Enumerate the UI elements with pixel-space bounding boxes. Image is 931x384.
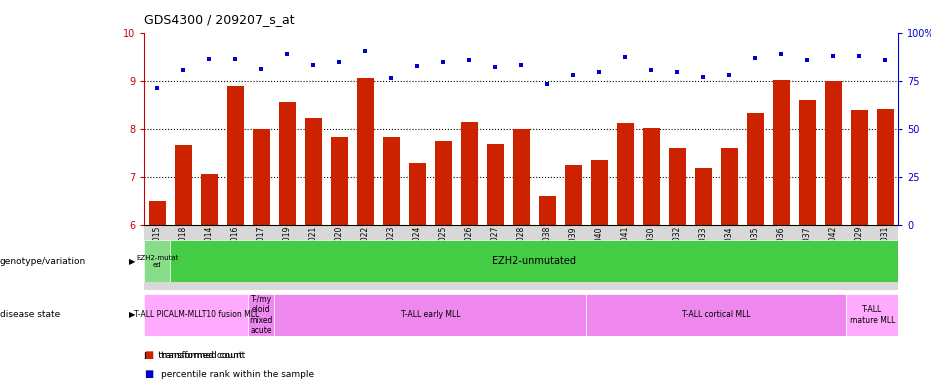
Bar — [643, 128, 660, 225]
Bar — [799, 100, 816, 225]
Text: genotype/variation: genotype/variation — [0, 257, 87, 266]
Bar — [144, 240, 170, 282]
Bar — [279, 102, 296, 225]
Text: ■: ■ — [144, 350, 154, 360]
Bar — [669, 148, 686, 225]
Bar — [275, 294, 587, 336]
Point — [618, 54, 633, 60]
Point — [150, 85, 165, 91]
Bar — [383, 137, 399, 225]
Point — [331, 60, 346, 66]
Text: T-ALL cortical MLL: T-ALL cortical MLL — [682, 310, 750, 319]
Point — [540, 81, 555, 88]
Point — [384, 75, 398, 81]
Point — [228, 56, 243, 62]
Bar — [695, 168, 712, 225]
Point — [592, 69, 607, 75]
Point — [254, 66, 269, 72]
Point — [748, 55, 762, 61]
Point — [176, 67, 191, 73]
Bar — [253, 129, 270, 225]
Point — [436, 60, 451, 66]
Point — [488, 64, 503, 70]
Text: T-ALL early MLL: T-ALL early MLL — [400, 310, 460, 319]
Bar — [846, 294, 898, 336]
Point — [202, 56, 217, 62]
Text: ■  transformed count: ■ transformed count — [144, 351, 243, 360]
Point — [280, 51, 295, 57]
Bar — [149, 201, 166, 225]
Text: T-ALL PICALM-MLLT10 fusion MLL: T-ALL PICALM-MLLT10 fusion MLL — [134, 310, 259, 319]
Point — [566, 72, 581, 78]
Bar — [409, 163, 425, 225]
Bar — [851, 111, 868, 225]
Bar — [591, 160, 608, 225]
Bar — [513, 129, 530, 225]
Bar — [249, 294, 275, 336]
Bar — [227, 86, 244, 225]
Bar — [539, 196, 556, 225]
Point — [514, 62, 529, 68]
Text: EZH2-unmutated: EZH2-unmutated — [492, 256, 576, 266]
Bar — [877, 109, 894, 225]
Bar — [170, 240, 898, 282]
Bar — [331, 137, 348, 225]
Text: T-ALL
mature MLL: T-ALL mature MLL — [850, 305, 895, 324]
Bar — [487, 144, 504, 225]
Text: transformed count: transformed count — [161, 351, 245, 360]
Point — [670, 69, 685, 75]
Text: T-/my
eloid
mixed
acute: T-/my eloid mixed acute — [250, 295, 273, 335]
Point — [358, 48, 372, 54]
Point — [644, 67, 659, 73]
Text: ■: ■ — [144, 369, 154, 379]
Bar — [175, 146, 192, 225]
Bar — [587, 294, 846, 336]
Text: ▶: ▶ — [128, 257, 135, 266]
Bar — [617, 123, 634, 225]
Point — [852, 53, 867, 59]
Bar — [461, 122, 478, 225]
Point — [800, 58, 815, 64]
Bar — [201, 174, 218, 225]
Point — [462, 58, 477, 64]
Point — [306, 62, 321, 68]
Point — [826, 53, 841, 59]
Point — [696, 74, 711, 80]
Text: EZH2-mutat
ed: EZH2-mutat ed — [136, 255, 179, 268]
Bar — [304, 118, 322, 225]
Bar — [721, 148, 738, 225]
Text: percentile rank within the sample: percentile rank within the sample — [161, 370, 314, 379]
Bar — [144, 294, 249, 336]
Bar — [565, 165, 582, 225]
Bar — [773, 80, 789, 225]
Bar — [435, 141, 452, 225]
Point — [774, 51, 789, 57]
Bar — [825, 81, 842, 225]
Text: disease state: disease state — [0, 310, 61, 319]
Bar — [747, 113, 763, 225]
Text: GDS4300 / 209207_s_at: GDS4300 / 209207_s_at — [144, 13, 295, 26]
Text: ▶: ▶ — [128, 310, 135, 319]
Point — [410, 63, 425, 70]
Bar — [357, 78, 373, 225]
Point — [722, 72, 736, 78]
Point — [878, 58, 893, 64]
